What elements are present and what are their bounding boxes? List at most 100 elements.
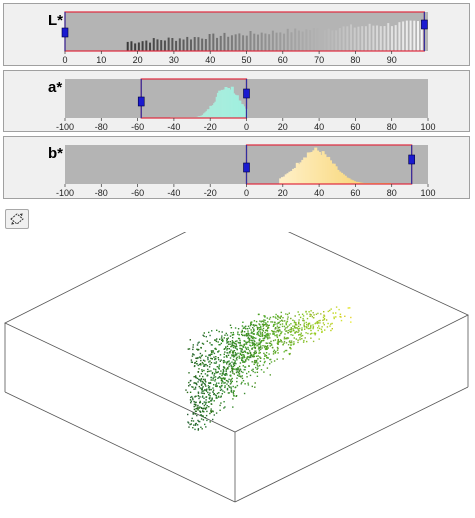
cloud-point	[272, 339, 275, 342]
cloud-point	[208, 401, 210, 403]
cloud-point	[266, 336, 268, 338]
cloud-point	[230, 327, 233, 329]
cloud-point	[223, 382, 225, 384]
cloud-point	[255, 360, 258, 362]
cloud-point	[235, 371, 238, 374]
cloud-point	[210, 376, 213, 379]
cloud-point	[199, 410, 201, 412]
L-bar	[249, 30, 252, 51]
cloud-point	[261, 335, 263, 337]
cloud-point	[203, 401, 205, 403]
cloud-point	[262, 323, 264, 325]
L-bar	[417, 21, 420, 51]
cloud-point	[260, 328, 262, 330]
b-handle-max[interactable]	[408, 154, 415, 165]
cloud-point	[255, 324, 258, 327]
cloud-point	[261, 347, 263, 349]
L-bar	[413, 20, 416, 51]
cloud-point	[219, 404, 221, 407]
cloud-point	[227, 385, 230, 387]
cloud-point	[257, 365, 259, 367]
cloud-point	[210, 411, 212, 413]
cloud-point	[222, 381, 224, 383]
cloud-point	[244, 351, 247, 353]
cloud-point	[253, 329, 255, 331]
cloud-point	[248, 333, 250, 335]
cloud-point	[209, 412, 211, 415]
cloud-point	[280, 340, 282, 342]
cloud-point	[230, 364, 232, 366]
cloud-point	[244, 350, 246, 352]
cloud-point	[207, 391, 209, 394]
cloud-point	[257, 362, 259, 364]
cloud-point	[256, 345, 258, 347]
cloud-point	[286, 330, 288, 332]
cloud-point	[193, 424, 195, 426]
cloud-point	[232, 358, 235, 361]
cloud-point	[246, 352, 248, 354]
cloud-point	[265, 346, 267, 348]
cloud-point	[307, 325, 309, 327]
cloud-point	[256, 364, 258, 366]
cloud-point	[221, 338, 224, 341]
cloud-point	[226, 356, 228, 358]
cloud-point	[277, 329, 279, 332]
cloud-point	[200, 359, 202, 362]
cloud-point	[206, 405, 208, 407]
a-handle-max[interactable]	[243, 88, 250, 99]
cloud-point	[206, 371, 209, 373]
cloud-point	[203, 404, 206, 407]
cloud-point	[198, 420, 200, 423]
cloud-point	[263, 361, 266, 364]
cloud-point	[231, 355, 233, 357]
cloud-point	[219, 373, 221, 375]
cloud-point	[244, 366, 247, 368]
L-bar	[256, 34, 259, 51]
cloud-point	[310, 337, 312, 339]
rotate-3d-button[interactable]	[5, 209, 29, 229]
cloud-point	[225, 347, 227, 349]
cloud-point	[201, 369, 203, 371]
L-handle-min[interactable]	[61, 27, 69, 38]
cloud-point	[191, 417, 193, 420]
L-bar	[327, 28, 330, 51]
cloud-point	[213, 356, 215, 358]
b-bar	[319, 154, 323, 184]
b-tick-label: 100	[420, 188, 435, 198]
cloud-point	[311, 332, 313, 335]
cloud-point	[207, 385, 210, 387]
b-bar	[330, 163, 334, 184]
cloud-point	[190, 359, 193, 361]
cloud-point	[244, 340, 246, 342]
cloud-point	[205, 385, 207, 387]
L-bar	[189, 39, 192, 51]
cloud-point	[201, 390, 203, 392]
cloud-point	[260, 369, 263, 371]
cloud-point	[199, 379, 202, 381]
cloud-point	[248, 365, 250, 367]
b-bar	[334, 166, 338, 184]
cloud-point	[245, 348, 248, 350]
cloud-point	[204, 373, 207, 375]
cloud-point	[231, 370, 234, 373]
cloud-point	[243, 355, 245, 358]
cloud-point	[199, 420, 201, 423]
cloud-point	[227, 352, 229, 354]
b-bar	[317, 151, 321, 184]
L-bar	[219, 35, 222, 51]
cloud-point	[260, 348, 262, 351]
L-handle-max[interactable]	[421, 19, 428, 30]
cloud-point	[287, 325, 289, 328]
a-handle-min[interactable]	[137, 96, 145, 107]
L-bar	[178, 38, 181, 51]
L-bar	[402, 21, 405, 51]
cloud-point	[270, 358, 272, 361]
cloud-point	[295, 324, 298, 326]
cloud-point	[268, 335, 270, 337]
color-cloud-3d-plot[interactable]	[0, 232, 475, 518]
cloud-point	[242, 360, 244, 362]
cloud-point	[293, 325, 296, 327]
cloud-point	[223, 391, 226, 393]
b-bar	[284, 174, 288, 184]
b-handle-min[interactable]	[243, 162, 250, 173]
